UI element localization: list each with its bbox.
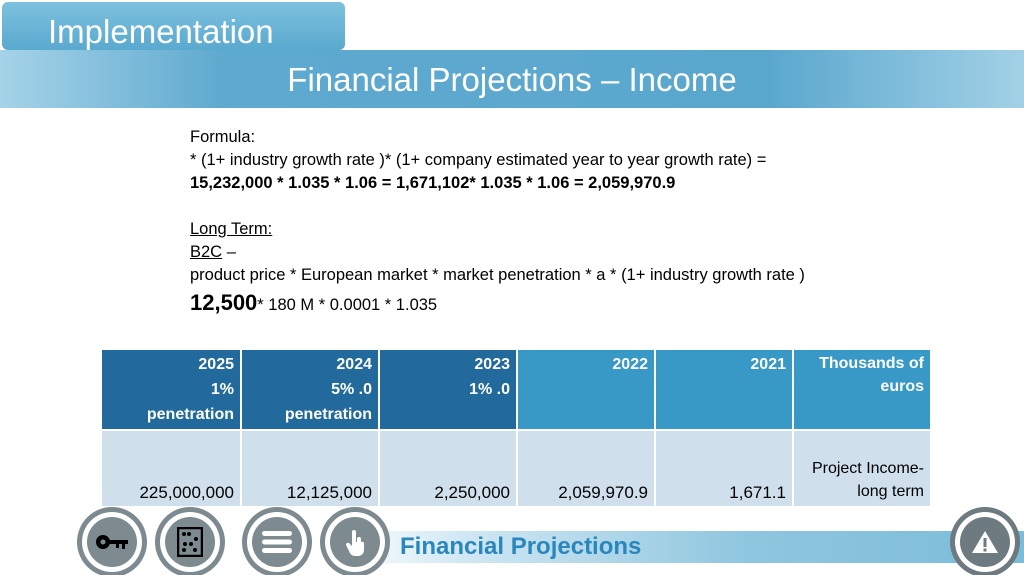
menu-button[interactable]	[247, 512, 307, 572]
formula-label: Formula:	[190, 128, 256, 146]
key-button[interactable]	[82, 512, 142, 572]
header-2021: 2021	[654, 348, 794, 431]
section-tag: Implementation	[48, 13, 274, 50]
header-units: Thousands of euros	[792, 348, 932, 431]
header-note: penetration	[146, 406, 234, 423]
page-title: Financial Projections – Income	[287, 61, 737, 98]
warning-triangle-icon	[960, 517, 1010, 567]
header-year: 2025	[198, 356, 234, 373]
header-year: 2024	[336, 356, 372, 373]
formula-line: * (1+ industry growth rate )* (1+ compan…	[190, 151, 767, 169]
spacer	[190, 195, 850, 218]
touch-hand-icon	[330, 517, 380, 567]
header-2024: 2024 5% .0 penetration	[240, 348, 380, 431]
income-table: 2025 1% penetration 2024 5% .0 penetrati…	[100, 348, 932, 508]
touch-button[interactable]	[325, 512, 385, 572]
value-2023: 2,250,000	[378, 429, 518, 508]
header-rate: 5% .0	[331, 381, 372, 398]
calc-rest: * 180 M * 0.0001 * 1.035	[257, 296, 438, 314]
key-icon	[87, 517, 137, 567]
footer-label: Financial Projections	[400, 533, 642, 560]
calc-big-number: 12,500	[190, 290, 258, 315]
header-year: 2023	[474, 356, 510, 373]
calc-line: 12,500* 180 M * 0.0001 * 1.035	[190, 291, 850, 317]
header-rate: 1%	[210, 381, 234, 398]
value-2021: 1,671.1	[654, 429, 794, 508]
value-2025: 225,000,000	[100, 429, 242, 508]
b2c-dash: –	[222, 243, 236, 261]
footer-band	[330, 531, 1024, 563]
table-header-row: 2025 1% penetration 2024 5% .0 penetrati…	[100, 348, 932, 431]
header-year: 2021	[750, 356, 786, 373]
header-note: penetration	[284, 406, 372, 423]
formula-calculation: 15,232,000 * 1.035 * 1.06 = 1,671,102* 1…	[190, 174, 676, 192]
header-2023: 2023 1% .0	[378, 348, 518, 431]
b2c-line: B2C –	[190, 241, 850, 264]
value-2022: 2,059,970.9	[516, 429, 656, 508]
row-label: Project Income- long term	[792, 429, 932, 508]
header-2022: 2022	[516, 348, 656, 431]
long-term-label: Long Term:	[190, 220, 273, 238]
b2c-label: B2C	[190, 243, 223, 261]
table-row: 225,000,000 12,125,000 2,250,000 2,059,9…	[100, 429, 932, 508]
value-2024: 12,125,000	[240, 429, 380, 508]
b2c-formula: product price * European market * market…	[190, 266, 805, 284]
menu-lines-icon	[252, 517, 302, 567]
content-text: Formula: * (1+ industry growth rate )* (…	[190, 126, 850, 317]
section-tag-box	[2, 2, 345, 50]
title-band	[0, 50, 1024, 108]
header-2025: 2025 1% penetration	[100, 348, 242, 431]
abacus-button[interactable]	[160, 512, 220, 572]
abacus-icon	[165, 517, 215, 567]
header-year: 2022	[612, 356, 648, 373]
warning-button[interactable]	[955, 512, 1015, 572]
header-rate: 1% .0	[469, 381, 510, 398]
